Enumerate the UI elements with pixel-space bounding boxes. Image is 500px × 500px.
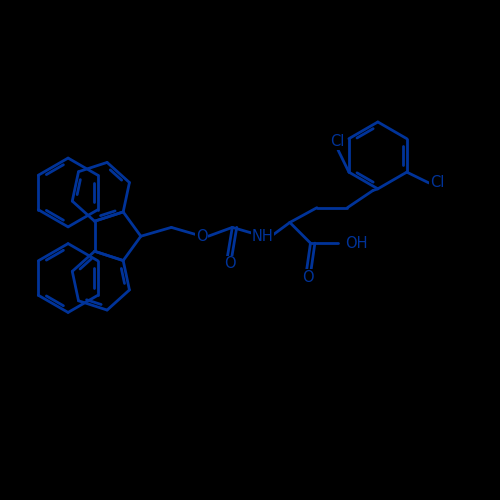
Text: OH: OH [345,236,368,250]
Text: NH: NH [252,228,274,244]
Text: O: O [302,270,314,284]
Text: Cl: Cl [430,176,444,190]
Text: O: O [224,256,235,272]
Text: O: O [196,228,207,244]
Text: Cl: Cl [330,134,344,149]
